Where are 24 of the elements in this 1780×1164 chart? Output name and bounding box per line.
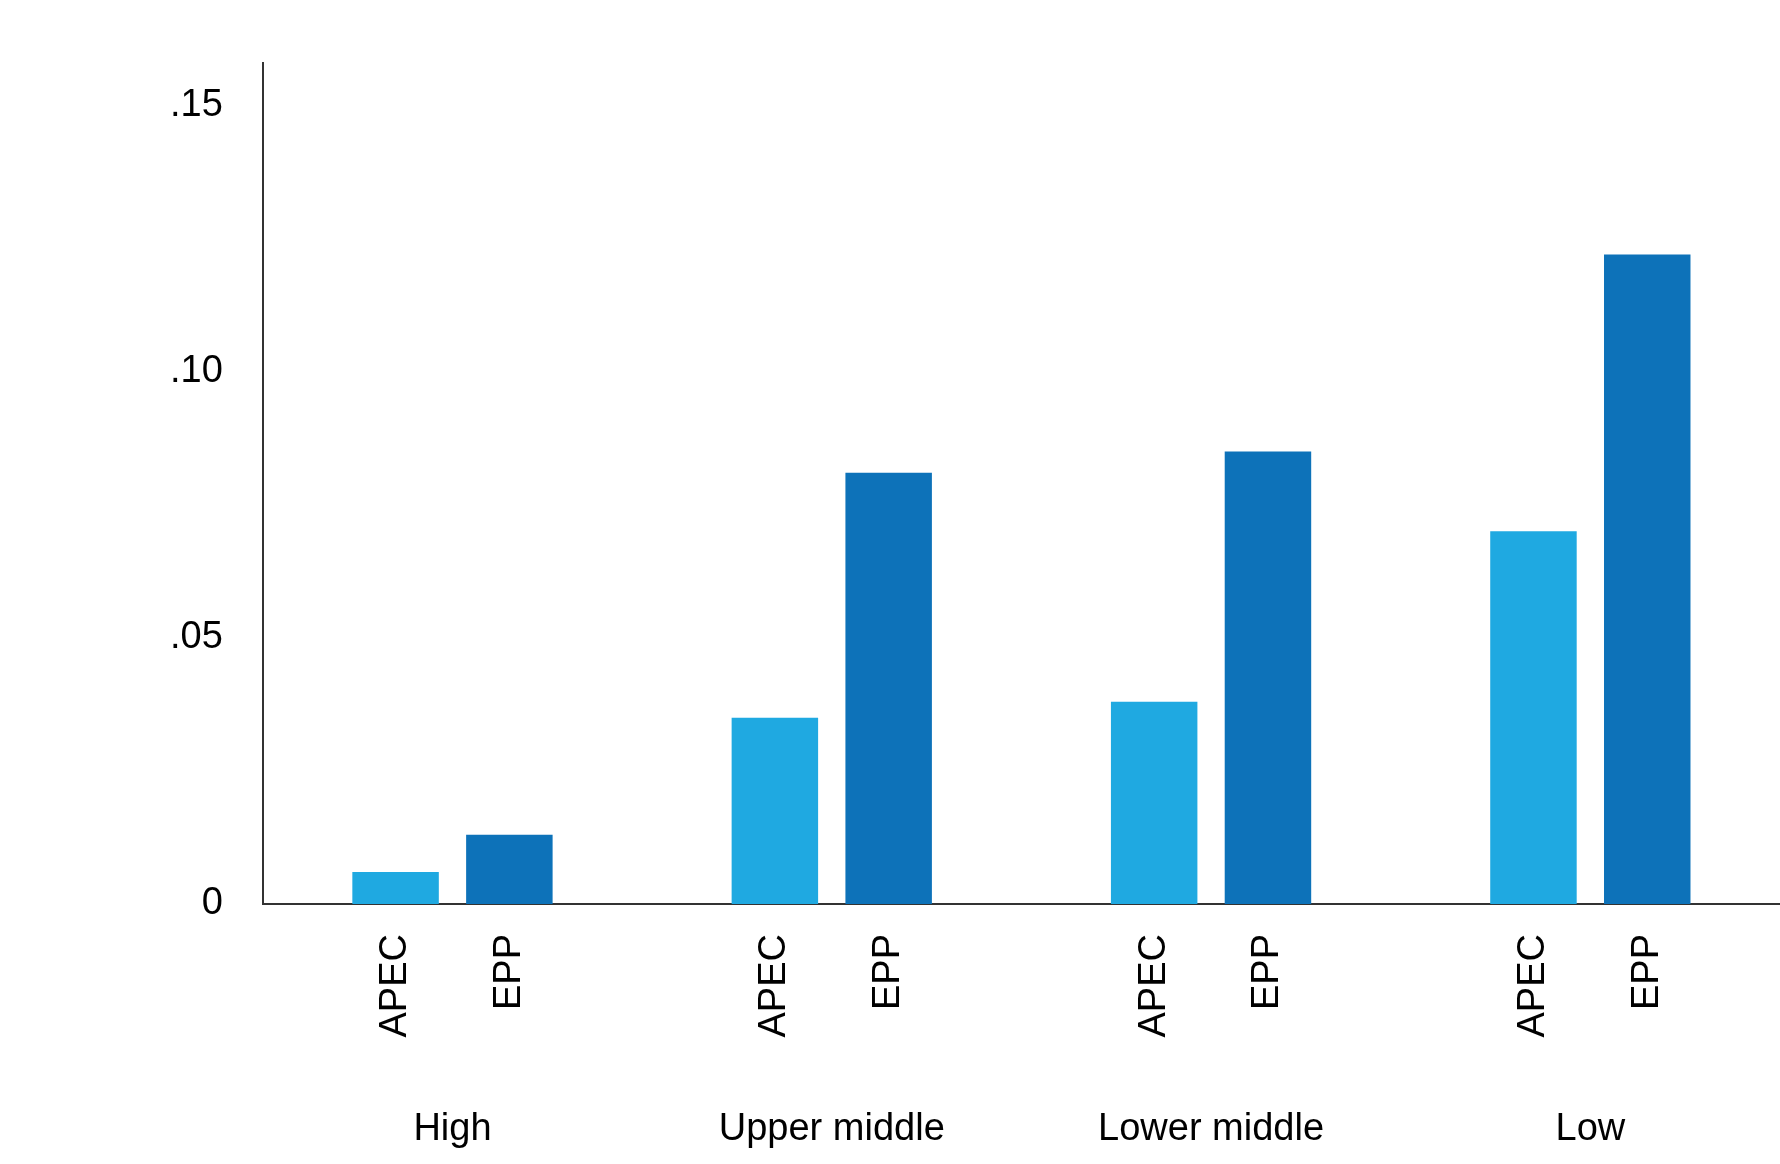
- x-tick-label: Low: [1555, 1106, 1626, 1149]
- bar: [466, 834, 553, 904]
- text: APEC: [1130, 934, 1173, 1038]
- y-tick-label: .10: [170, 348, 223, 391]
- text: EPP: [1623, 934, 1666, 1011]
- bar: [1490, 531, 1577, 904]
- x-tick-label: High: [413, 1106, 492, 1149]
- bar: [1224, 451, 1312, 904]
- text: EPP: [865, 934, 908, 1011]
- y-tick-label: .15: [170, 81, 223, 124]
- text: EPP: [1244, 934, 1287, 1011]
- bar: [1604, 254, 1691, 904]
- text: EPP: [485, 934, 528, 1011]
- text: APEC: [372, 934, 415, 1038]
- text: APEC: [1509, 934, 1552, 1038]
- y-tick-label: .05: [170, 614, 223, 657]
- x-tick-label: Upper middle: [718, 1106, 945, 1149]
- bar: [352, 872, 439, 904]
- bar: [1110, 701, 1198, 904]
- x-tick-label: Lower middle: [1098, 1106, 1325, 1149]
- bar: [845, 472, 932, 904]
- y-tick-label: 0: [201, 880, 223, 923]
- bar: [731, 717, 819, 904]
- text: APEC: [751, 934, 794, 1038]
